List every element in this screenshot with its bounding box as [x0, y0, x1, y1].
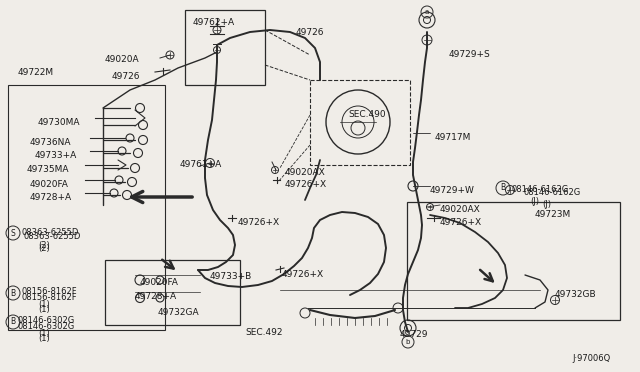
Text: 49733+A: 49733+A	[35, 151, 77, 160]
Text: 49736NA: 49736NA	[30, 138, 72, 147]
Text: B: B	[500, 183, 506, 192]
Text: SEC.490: SEC.490	[348, 110, 386, 119]
Text: 49762+A: 49762+A	[193, 18, 235, 27]
Text: 49729+W: 49729+W	[430, 186, 475, 195]
Text: 49726+X: 49726+X	[282, 270, 324, 279]
Text: b: b	[406, 339, 410, 345]
Text: S: S	[11, 228, 15, 237]
Text: 49020A: 49020A	[105, 55, 140, 64]
Text: B: B	[10, 317, 15, 327]
Bar	[8, 85, 165, 330]
Text: (J): (J)	[542, 200, 551, 209]
Text: 49732GA: 49732GA	[158, 308, 200, 317]
Text: SEC.492: SEC.492	[245, 328, 282, 337]
Text: (1): (1)	[38, 300, 50, 309]
Text: 49729: 49729	[400, 330, 429, 339]
Text: 08363-6255D: 08363-6255D	[24, 232, 81, 241]
Text: (1): (1)	[38, 305, 50, 314]
Text: (2): (2)	[38, 244, 50, 253]
Text: 08156-8162F: 08156-8162F	[22, 293, 77, 302]
Text: 49726+X: 49726+X	[440, 218, 482, 227]
Text: 49728+A: 49728+A	[30, 193, 72, 202]
Text: 49723M: 49723M	[535, 210, 572, 219]
Text: 08156-8162F: 08156-8162F	[22, 287, 77, 296]
Text: 49732GB: 49732GB	[555, 290, 596, 299]
Text: 49726+X: 49726+X	[238, 218, 280, 227]
Text: 49733+B: 49733+B	[210, 272, 252, 281]
Text: B: B	[10, 289, 15, 298]
Bar	[105, 260, 240, 325]
Text: 08146-6302G: 08146-6302G	[18, 322, 76, 331]
Text: 49726+X: 49726+X	[285, 180, 327, 189]
Text: 49735MA: 49735MA	[27, 165, 70, 174]
Text: J·97006Q: J·97006Q	[572, 354, 611, 363]
Text: 49020FA: 49020FA	[30, 180, 69, 189]
Text: 49726: 49726	[296, 28, 324, 37]
Text: 49722M: 49722M	[18, 68, 54, 77]
Text: 08146-6162G: 08146-6162G	[524, 188, 581, 197]
Text: 49728+A: 49728+A	[135, 292, 177, 301]
Bar	[185, 10, 265, 85]
Text: (2): (2)	[38, 241, 50, 250]
Text: 49730MA: 49730MA	[38, 118, 81, 127]
Text: 49020AX: 49020AX	[285, 168, 326, 177]
Text: 08146-6162G: 08146-6162G	[512, 185, 569, 194]
Text: (1): (1)	[38, 334, 50, 343]
Text: 49020FA: 49020FA	[140, 278, 179, 287]
Text: 49726: 49726	[112, 72, 141, 81]
Bar	[310, 80, 410, 165]
Bar	[407, 202, 620, 320]
Text: 08146-6302G: 08146-6302G	[18, 316, 76, 325]
Text: (J): (J)	[530, 197, 539, 206]
Text: a: a	[425, 9, 429, 15]
Text: 49717M: 49717M	[435, 133, 472, 142]
Text: 49761+A: 49761+A	[180, 160, 222, 169]
Text: 49020AX: 49020AX	[440, 205, 481, 214]
Text: 08363-6255D: 08363-6255D	[22, 228, 79, 237]
Text: 49729+S: 49729+S	[449, 50, 491, 59]
Text: (1): (1)	[38, 329, 50, 338]
